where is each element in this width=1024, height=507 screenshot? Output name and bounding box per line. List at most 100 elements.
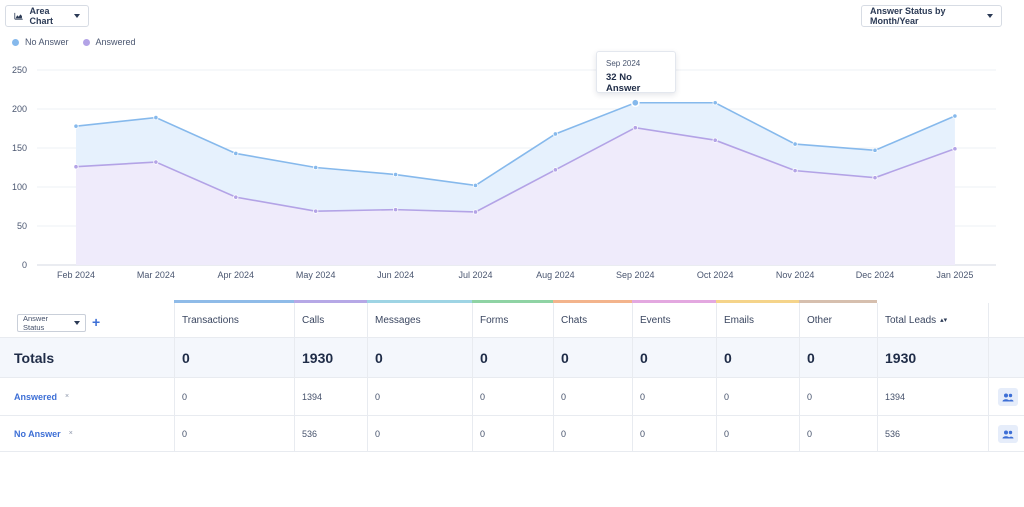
data-point[interactable] xyxy=(472,182,479,189)
chart-type-dropdown[interactable]: Area Chart xyxy=(5,5,89,27)
column-divider xyxy=(367,303,368,452)
column-header-label: Calls xyxy=(302,314,325,326)
totals-cell: 0 xyxy=(182,349,190,366)
series-lines xyxy=(75,101,956,213)
status-view-dropdown[interactable]: Answer Status by Month/Year xyxy=(861,5,1002,27)
totals-cell: 0 xyxy=(807,349,815,366)
column-divider xyxy=(294,303,295,452)
table-cell: 0 xyxy=(182,391,188,402)
data-point[interactable] xyxy=(952,146,958,152)
table-row: Answered × 0 1394 0 0 0 0 0 0 1394 xyxy=(0,378,1024,416)
data-point[interactable] xyxy=(792,141,798,147)
column-header-other[interactable]: Other xyxy=(807,303,832,337)
answer-status-select[interactable]: Answer Status xyxy=(17,314,86,332)
data-point[interactable] xyxy=(552,167,559,173)
column-divider xyxy=(877,303,878,452)
data-point[interactable] xyxy=(552,131,559,137)
column-divider xyxy=(174,303,175,452)
x-tick-label: Jun 2024 xyxy=(377,270,414,280)
data-point[interactable] xyxy=(313,208,319,214)
y-axis-ticks: 0 50 100 150 200 250 xyxy=(12,65,27,270)
data-point[interactable] xyxy=(872,147,878,153)
sort-icon[interactable]: ▴▾ xyxy=(940,317,948,324)
row-label-cell: No Answer × xyxy=(14,416,73,451)
column-divider xyxy=(799,303,800,452)
series-points xyxy=(73,98,958,215)
data-point[interactable] xyxy=(632,125,638,131)
column-header-events[interactable]: Events xyxy=(640,303,671,337)
data-point[interactable] xyxy=(392,207,399,213)
add-group-button[interactable]: + xyxy=(92,314,101,330)
chevron-down-icon xyxy=(74,14,80,18)
data-point[interactable] xyxy=(233,194,239,200)
column-header-transactions[interactable]: Transactions xyxy=(182,303,239,337)
x-tick-label: Jul 2024 xyxy=(458,270,492,280)
data-point[interactable] xyxy=(73,123,79,129)
column-divider xyxy=(716,303,717,452)
data-point[interactable] xyxy=(952,113,958,119)
row-label-answered[interactable]: Answered xyxy=(14,391,58,402)
legend-dot xyxy=(12,38,19,46)
totals-cell: 1930 xyxy=(302,349,334,366)
remove-row-icon[interactable]: × xyxy=(68,430,73,437)
column-color-bar xyxy=(553,300,632,303)
column-header-forms[interactable]: Forms xyxy=(480,303,508,337)
table-header-row: Answer Status + Transactions Calls Message… xyxy=(0,303,1024,338)
data-point[interactable] xyxy=(392,171,399,178)
data-point[interactable] xyxy=(153,159,159,165)
data-point[interactable] xyxy=(792,168,798,174)
table-cell: 0 xyxy=(182,428,188,439)
column-color-bar xyxy=(716,300,799,303)
table-cell: 1394 xyxy=(885,391,906,402)
y-tick-label: 250 xyxy=(12,65,27,75)
data-point[interactable] xyxy=(73,164,79,170)
y-tick-label: 150 xyxy=(12,143,27,153)
series-areas xyxy=(76,102,955,265)
column-color-bar xyxy=(799,300,877,303)
column-divider xyxy=(988,303,989,452)
column-color-bar xyxy=(294,300,367,303)
column-header-label: Transactions xyxy=(182,314,239,326)
column-header-calls[interactable]: Calls xyxy=(302,303,324,337)
data-point[interactable] xyxy=(233,150,239,157)
data-point[interactable] xyxy=(712,137,718,143)
data-point[interactable] xyxy=(712,100,718,106)
data-point[interactable] xyxy=(472,209,479,215)
data-point[interactable] xyxy=(153,114,159,121)
column-header-messages[interactable]: Messages xyxy=(375,303,421,337)
table-row: No Answer × 0 536 0 0 0 0 0 0 536 xyxy=(0,416,1024,452)
column-header-chats[interactable]: Chats xyxy=(561,303,587,337)
data-point[interactable] xyxy=(872,175,878,181)
data-point[interactable] xyxy=(313,164,319,171)
totals-label: Totals xyxy=(14,349,55,366)
table-cell: 0 xyxy=(807,428,813,439)
y-tick-label: 50 xyxy=(17,221,27,231)
table-cell: 0 xyxy=(724,391,730,402)
view-leads-button[interactable] xyxy=(998,425,1018,443)
x-tick-label: Sep 2024 xyxy=(616,270,655,280)
data-point[interactable] xyxy=(630,98,640,108)
y-tick-label: 100 xyxy=(12,182,27,192)
x-tick-label: Dec 2024 xyxy=(856,270,895,280)
x-tick-label: Oct 2024 xyxy=(697,270,734,280)
view-leads-button[interactable] xyxy=(998,388,1018,406)
column-header-emails[interactable]: Emails xyxy=(724,303,754,337)
legend-item-answered[interactable]: Answered xyxy=(82,37,136,47)
column-color-bar xyxy=(174,300,294,303)
area-chart-icon xyxy=(14,12,23,20)
legend-item-no-answer[interactable]: No Answer xyxy=(12,37,69,47)
column-divider xyxy=(472,303,473,452)
series-line-0 xyxy=(75,101,956,187)
x-axis-ticks: Feb 2024 Mar 2024 Apr 2024 May 2024 Jun 2024… xyxy=(57,270,973,280)
remove-row-icon[interactable]: × xyxy=(65,393,70,400)
column-header-total-leads[interactable]: Total Leads ▴▾ xyxy=(885,303,947,337)
y-tick-label: 0 xyxy=(22,260,27,270)
row-label-cell: Answered × xyxy=(14,378,69,415)
area-chart: 0 50 100 150 200 250 Feb 2024 Mar 2024 Apr 2024… xyxy=(12,65,996,280)
answer-status-label: Answer Status xyxy=(23,314,49,332)
column-color-bar xyxy=(632,300,716,303)
column-header-label: Events xyxy=(640,314,671,326)
row-label-no-answer[interactable]: No Answer xyxy=(14,428,61,439)
column-header-label: Forms xyxy=(480,314,509,326)
table-cell: 0 xyxy=(375,391,381,402)
